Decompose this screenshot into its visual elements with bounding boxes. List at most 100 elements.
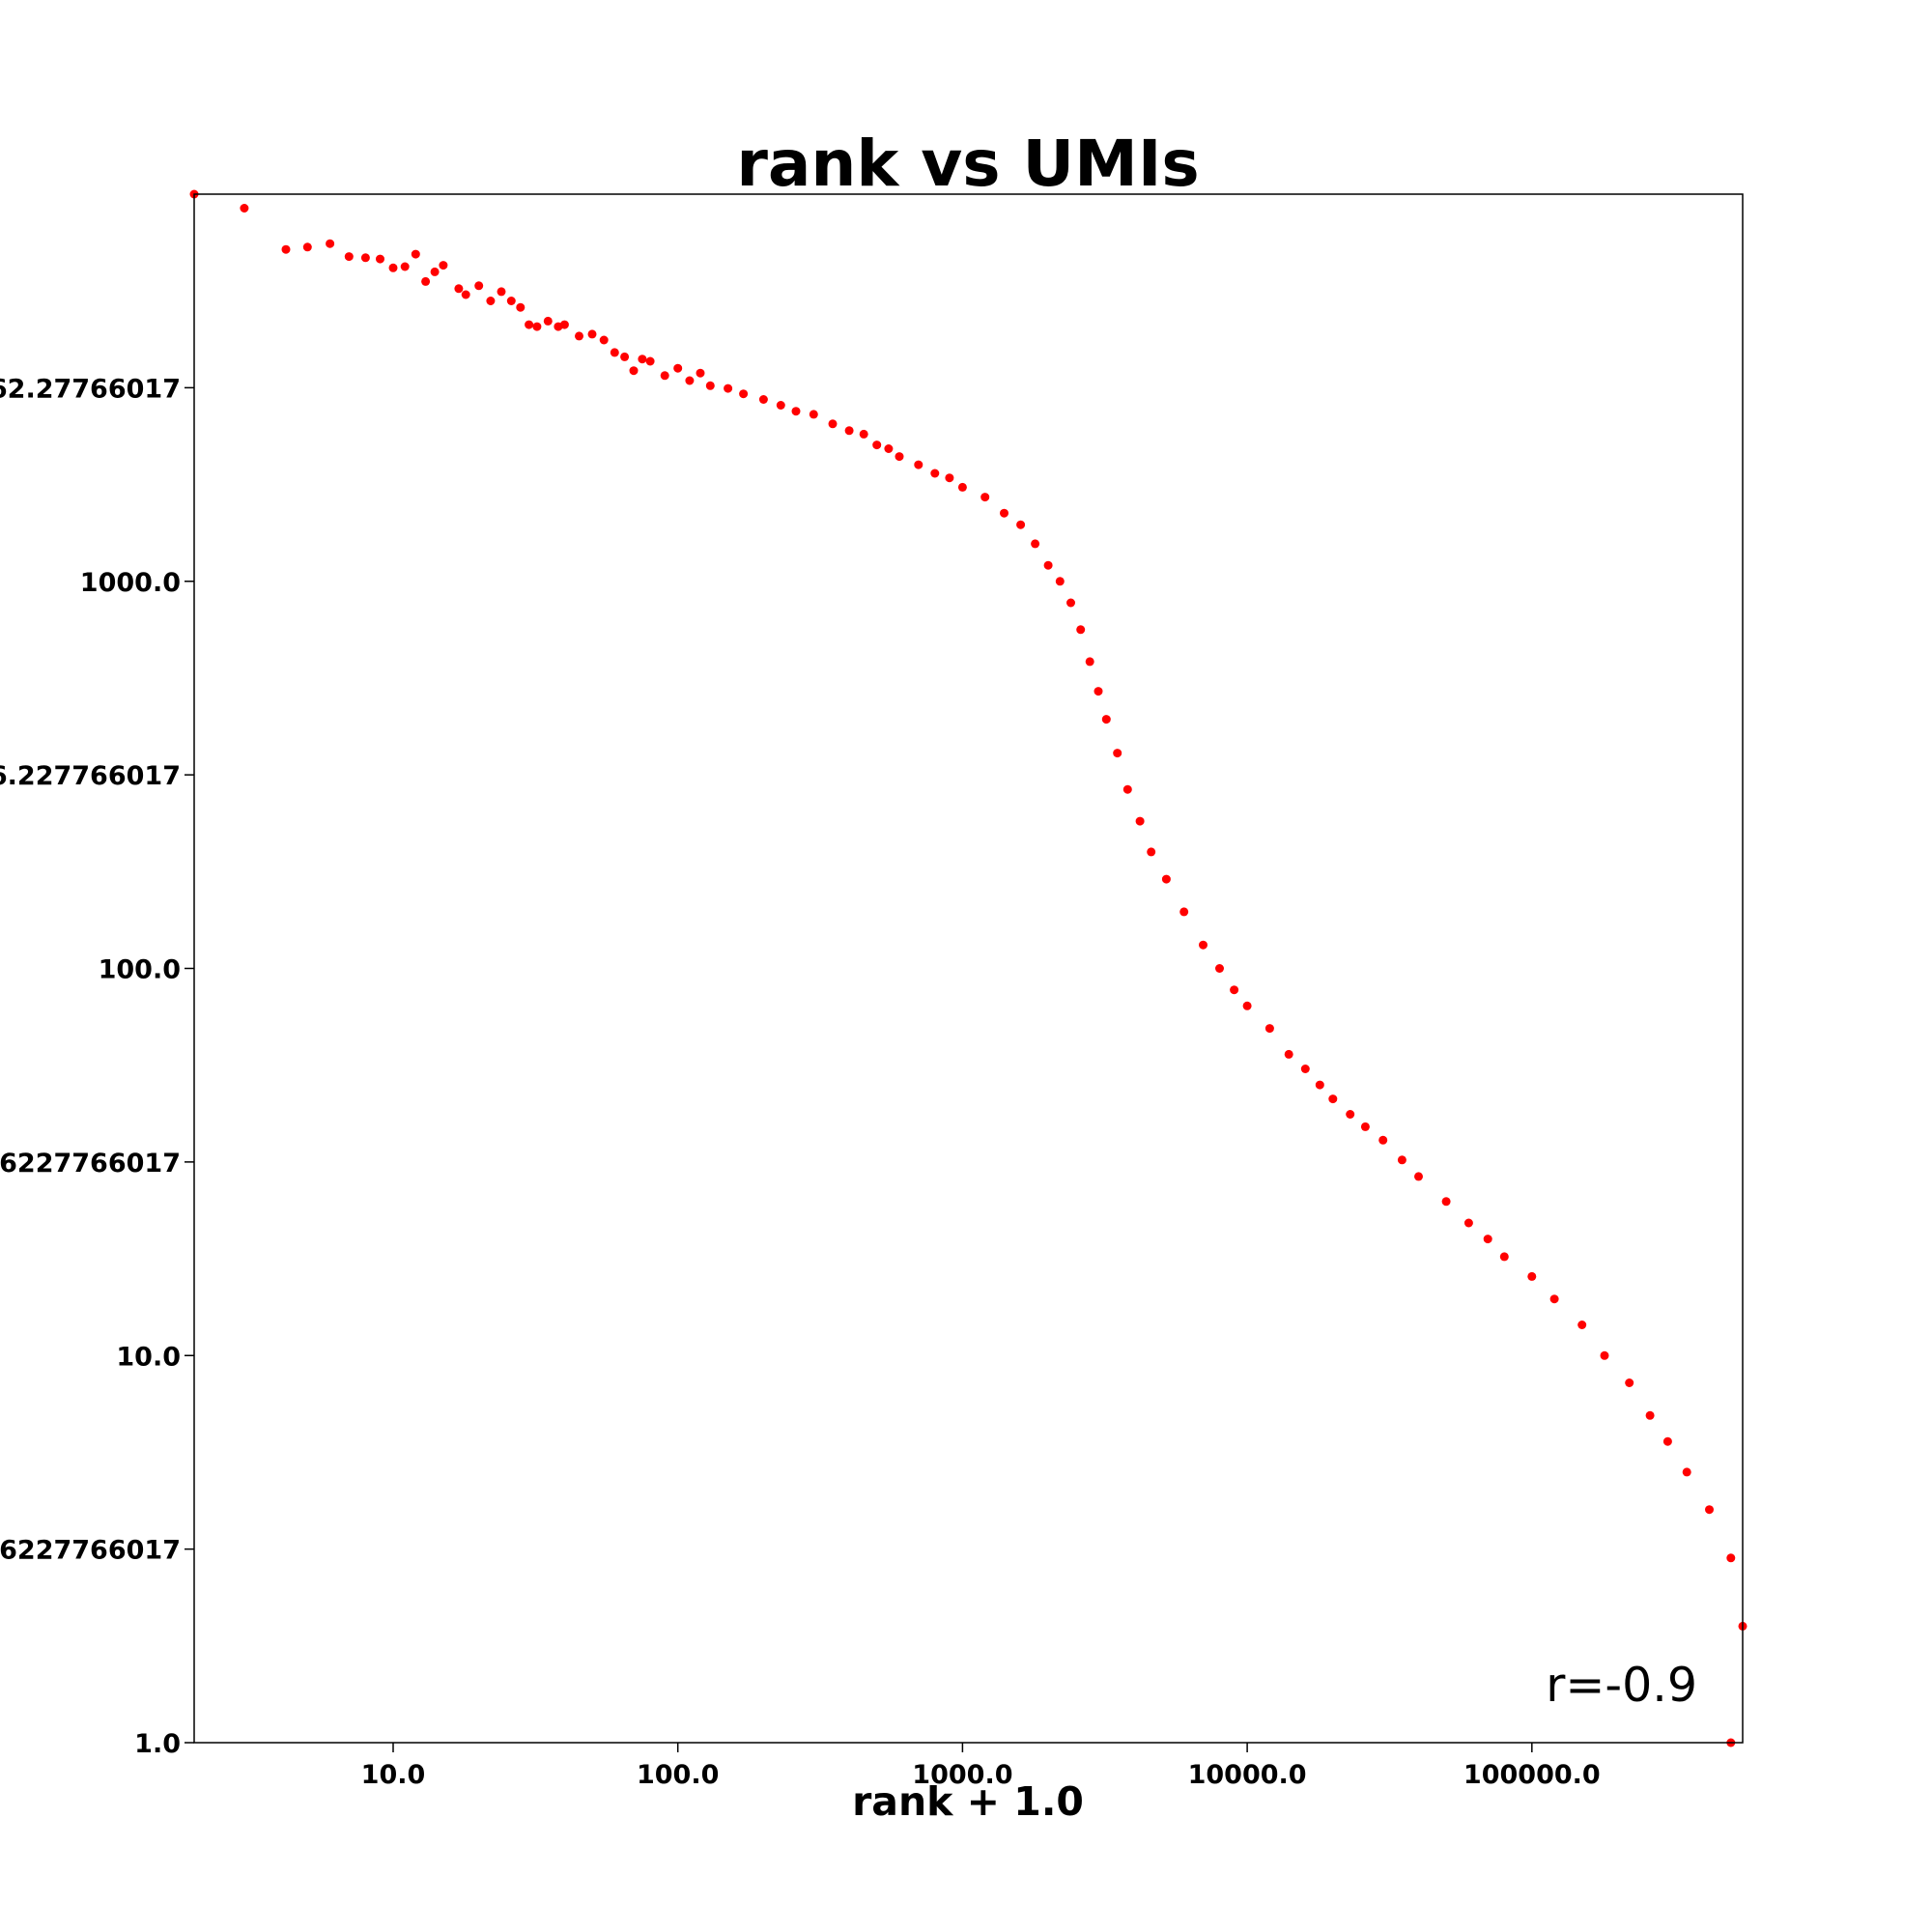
scatter-point <box>454 284 464 294</box>
scatter-point <box>411 249 420 259</box>
scatter-point <box>1315 1080 1324 1090</box>
scatter-point <box>629 366 639 376</box>
y-tick-label: 1.0 <box>134 1729 181 1759</box>
scatter-point <box>610 348 619 357</box>
scatter-point <box>1085 657 1094 667</box>
scatter-point <box>724 384 733 393</box>
scatter-point <box>1328 1094 1338 1104</box>
scatter-point <box>1682 1467 1691 1477</box>
scatter-point <box>1300 1065 1310 1073</box>
x-tick-label: 1000.0 <box>912 1760 1012 1790</box>
scatter-point <box>1179 907 1189 917</box>
scatter-point <box>497 287 506 297</box>
scatter-point <box>1230 985 1239 995</box>
scatter-point <box>302 242 312 252</box>
scatter-point <box>281 244 291 254</box>
scatter-point <box>1113 749 1122 758</box>
scatter-point <box>1122 784 1132 794</box>
scatter-point <box>360 253 370 263</box>
scatter-point <box>543 316 553 326</box>
scatter-point <box>461 290 470 299</box>
scatter-point <box>980 493 990 502</box>
scatter-point <box>1094 687 1103 696</box>
scatter-point <box>1463 1218 1473 1228</box>
scatter-point <box>1284 1049 1293 1059</box>
scatter-point <box>859 429 868 439</box>
scatter-point <box>1055 577 1065 586</box>
scatter-point <box>1076 625 1086 635</box>
y-tick-label: 316.227766017 <box>0 761 181 791</box>
scatter-point <box>638 355 647 364</box>
scatter-point <box>1101 715 1111 724</box>
scatter-point <box>525 320 534 329</box>
scatter-point <box>1264 1024 1274 1034</box>
scatter-point <box>532 322 542 331</box>
scatter-point <box>739 389 749 399</box>
scatter-point <box>776 401 785 410</box>
scatter-point <box>1483 1235 1492 1244</box>
scatter-point <box>1215 964 1224 973</box>
scatter-point <box>957 482 967 492</box>
scatter-point <box>1705 1505 1714 1515</box>
y-tick-label: 10.0 <box>116 1342 181 1372</box>
scatter-point <box>388 263 398 272</box>
scatter-point <box>828 419 838 429</box>
scatter-point <box>660 371 669 381</box>
scatter-point <box>1645 1410 1655 1420</box>
scatter-point <box>1346 1110 1355 1119</box>
scatter-point <box>1000 508 1009 518</box>
y-tick-label: 3.16227766017 <box>0 1536 181 1566</box>
scatter-point <box>809 410 818 419</box>
scatter-point <box>486 297 496 305</box>
scatter-point <box>400 262 410 271</box>
scatter-point <box>1043 560 1053 570</box>
scatter-point <box>884 444 894 453</box>
scatter-point <box>559 320 569 329</box>
scatter-point <box>791 407 801 416</box>
scatter-point <box>1414 1172 1423 1181</box>
y-tick-label: 1000.0 <box>80 568 181 598</box>
scatter-point <box>1016 520 1026 529</box>
scatter-point <box>1577 1321 1587 1329</box>
scatter-point <box>1031 539 1040 549</box>
scatter-point <box>620 352 630 361</box>
scatter-point <box>1625 1378 1634 1387</box>
scatter-point <box>439 261 448 270</box>
scatter-point <box>506 297 516 305</box>
scatter-point <box>1147 847 1156 857</box>
y-tick-label: 3162.27766017 <box>0 374 181 404</box>
scatter-point <box>376 254 384 264</box>
scatter-point <box>1441 1197 1451 1207</box>
x-tick-label: 10.0 <box>361 1760 426 1790</box>
scatter-point <box>1662 1436 1672 1446</box>
scatter-points <box>189 189 1747 1747</box>
x-tick-label: 100.0 <box>637 1760 719 1790</box>
scatter-point <box>758 395 768 404</box>
scatter-point <box>1527 1271 1537 1281</box>
scatter-point <box>696 368 705 378</box>
scatter-point <box>645 356 655 366</box>
x-tick-label: 100000.0 <box>1463 1760 1601 1790</box>
correlation-annotation: r=-0.9 <box>1546 1658 1697 1713</box>
scatter-point <box>474 281 484 291</box>
scatter-point <box>516 302 526 312</box>
scatter-point <box>705 381 715 390</box>
x-axis-label: rank + 1.0 <box>852 1778 1084 1825</box>
y-tick-label: 31.6227766017 <box>0 1149 181 1179</box>
scatter-point <box>844 426 854 436</box>
scatter-point <box>1135 816 1145 826</box>
scatter-point <box>599 335 609 345</box>
x-axis-ticks: 10.0 100.0 1000.0 10000.0 100000.0 <box>361 1743 1601 1790</box>
scatter-point <box>344 252 354 262</box>
scatter-point <box>914 460 923 469</box>
scatter-point <box>587 329 597 339</box>
scatter-point <box>1397 1155 1406 1165</box>
scatter-point <box>1199 940 1208 950</box>
scatter-point <box>421 276 431 286</box>
scatter-point <box>1066 598 1075 608</box>
scatter-point <box>1378 1135 1388 1145</box>
scatter-point <box>1499 1252 1509 1262</box>
scatter-point <box>1242 1001 1252 1010</box>
scatter-point <box>575 331 583 341</box>
